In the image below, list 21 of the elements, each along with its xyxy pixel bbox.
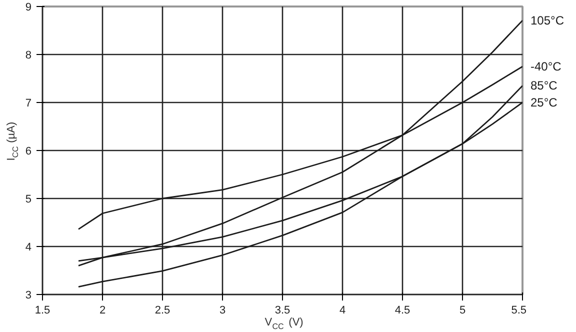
- x-tick-label: 2: [99, 304, 106, 316]
- series-label: 25°C: [530, 96, 558, 110]
- x-tick-label: 1.5: [34, 304, 50, 316]
- x-tick-label: 3: [219, 304, 226, 316]
- series-label: 85°C: [530, 78, 558, 93]
- y-tick-label: 3: [25, 290, 32, 302]
- y-tick-label: 5: [25, 194, 32, 206]
- y-tick-label: 9: [25, 2, 32, 14]
- y-tick-label: 4: [25, 242, 32, 254]
- x-tick-label: 4.5: [394, 304, 410, 316]
- x-tick-label: 5: [459, 304, 466, 316]
- x-tick-label: 3.5: [274, 304, 290, 316]
- y-tick-label: 7: [25, 98, 32, 110]
- y-tick-label: 6: [25, 146, 32, 158]
- series-label: 105°C: [530, 13, 564, 28]
- series-label: -40°C: [530, 60, 562, 74]
- x-tick-label: 4: [339, 304, 346, 316]
- x-tick-label: 5.5: [511, 304, 527, 316]
- y-tick-label: 8: [25, 50, 32, 62]
- y-axis-title: ICC (µA): [6, 122, 20, 161]
- x-tick-label: 2.5: [154, 304, 170, 316]
